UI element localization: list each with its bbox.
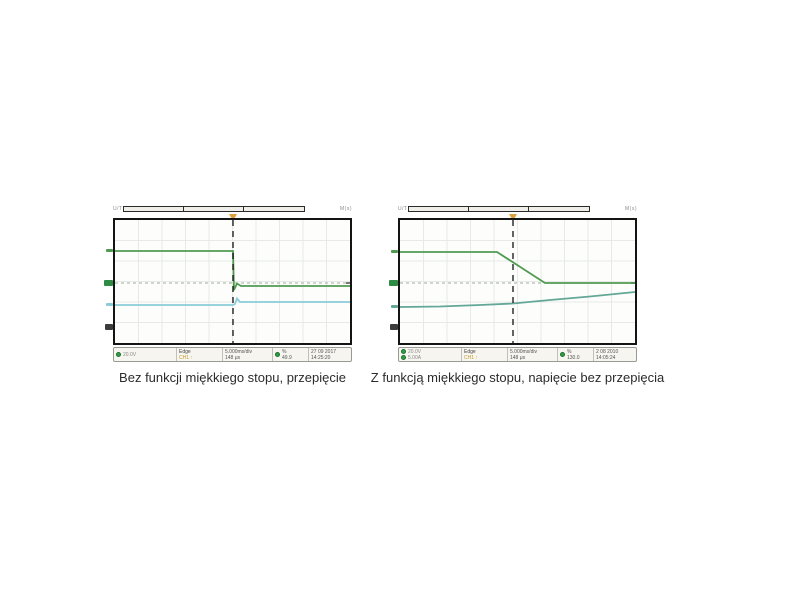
status-segment: Edge CH1 ↑ <box>176 348 222 361</box>
status-segment: 2 08 2010 14:05:24 <box>593 348 634 361</box>
status-text-bottom: CH1 ↑ <box>464 354 478 361</box>
ch2-trace-level-marker <box>106 303 113 306</box>
channel-1-icon <box>116 352 121 357</box>
status-text-top: 27 09 2017 <box>311 348 337 355</box>
ch2-trace-level-marker <box>391 305 398 308</box>
position-bar-tick <box>527 207 529 211</box>
status-segment: 5.000ms/div 148 μs <box>222 348 272 361</box>
oscilloscope-capture-right: U/T M(s) 20.0V 5.00A Edge CH1 ↑ 5.000ms/div 1… <box>371 206 664 391</box>
scope-header: U/T M(s) <box>398 206 637 221</box>
status-bar: 20.0V Edge CH1 ↑ 5.000ms/div 148 μs% 49.9 27 0… <box>113 347 352 362</box>
ch1-trace-level-marker <box>106 249 113 252</box>
status-text-bottom: 148 μs <box>510 354 526 361</box>
status-segment: 27 09 2017 14:25:20 <box>308 348 349 361</box>
status-text-top: 5.000ms/div <box>225 348 252 355</box>
channel-2-icon <box>401 355 406 360</box>
caption-right: Z funkcją miękkiego stopu, napięcie bez … <box>370 370 665 385</box>
scope-header-right-label: M(s) <box>625 206 637 212</box>
status-text-top: Edge <box>464 348 476 355</box>
status-bar: 20.0V 5.00A Edge CH1 ↑ 5.000ms/div 148 μs% 130… <box>398 347 637 362</box>
trigger-marker-icon <box>229 214 237 221</box>
ch2-ground-marker <box>390 324 398 330</box>
scope-screen <box>389 218 637 345</box>
status-text-bottom: 130.0 <box>567 354 580 361</box>
position-bar-tick <box>242 207 244 211</box>
ch1-reference-marker <box>104 280 113 286</box>
horizontal-position-bar <box>408 206 590 212</box>
status-text-bottom: 148 μs <box>225 354 241 361</box>
scope-header-left-label: U/T <box>113 206 123 212</box>
status-text-top: 5.000ms/div <box>510 348 537 355</box>
trace-napiecie-green <box>400 251 635 284</box>
trace-napiecie-green <box>115 250 350 291</box>
status-segment: 20.0V 5.00A <box>399 348 461 361</box>
trace-prad-cyan <box>115 296 350 306</box>
status-text-top: Edge <box>179 348 191 355</box>
caption-left: Bez funkcji miękkiego stopu, przepięcie <box>119 370 346 385</box>
trace-prad-teal <box>400 291 635 308</box>
status-text-top: % <box>567 348 572 355</box>
ch1-trace-level-marker <box>391 250 398 253</box>
ch1-reference-marker <box>389 280 398 286</box>
waveform-plot <box>400 220 635 343</box>
status-text-bottom: 14:05:24 <box>596 354 616 361</box>
channel-2-icon <box>275 352 280 357</box>
status-segment: 5.000ms/div 148 μs <box>507 348 557 361</box>
scope-screen <box>104 218 352 345</box>
scope-header-right-label: M(s) <box>340 206 352 212</box>
channel-1-icon <box>560 352 565 357</box>
status-text-bottom: CH1 ↑ <box>179 354 193 361</box>
channel-1-icon <box>401 349 406 354</box>
status-text-bottom: 5.00A <box>408 354 422 361</box>
status-segment: % 49.9 <box>272 348 308 361</box>
ch2-ground-marker <box>105 324 113 330</box>
status-segment: 20.0V <box>114 348 176 361</box>
status-text-top: 20.0V <box>123 351 137 358</box>
status-text-bottom: 14:25:20 <box>311 354 331 361</box>
scope-header: U/T M(s) <box>113 206 352 221</box>
oscilloscope-capture-left: U/T M(s) 20.0V Edge CH1 ↑ 5.000ms/div 148 μs… <box>104 206 352 391</box>
status-text-top: % <box>282 348 287 355</box>
status-segment: % 130.0 <box>557 348 593 361</box>
status-text-bottom: 49.9 <box>282 354 292 361</box>
waveform-plot <box>115 220 350 343</box>
status-text-top: 20.0V <box>408 348 422 355</box>
status-segment: Edge CH1 ↑ <box>461 348 507 361</box>
trigger-marker-icon <box>509 214 517 221</box>
position-bar-tick <box>183 207 185 211</box>
position-bar-tick <box>468 207 470 211</box>
horizontal-position-bar <box>123 206 305 212</box>
status-text-top: 2 08 2010 <box>596 348 619 355</box>
scope-header-left-label: U/T <box>398 206 408 212</box>
